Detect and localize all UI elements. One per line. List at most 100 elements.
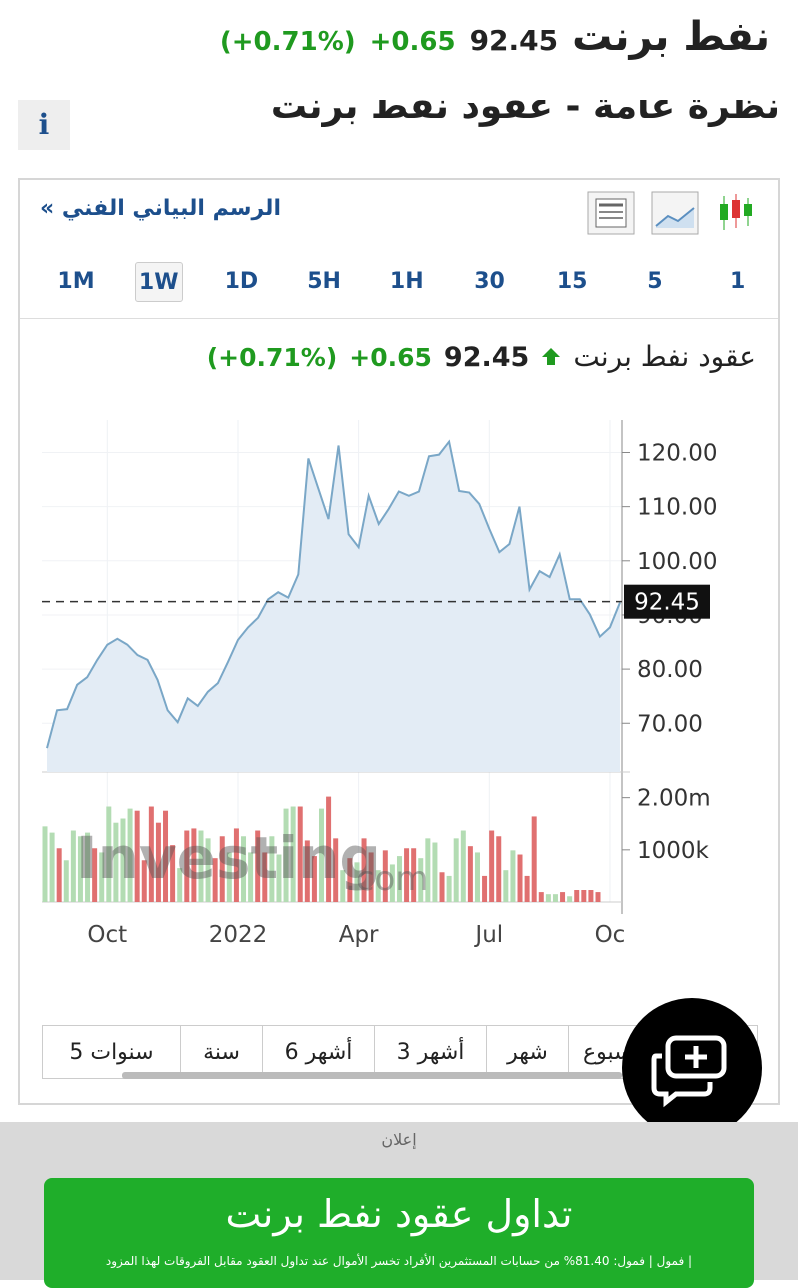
volume-bar <box>538 892 544 902</box>
volume-bar <box>163 810 169 902</box>
volume-bar <box>354 862 360 902</box>
volume-bar <box>70 830 76 902</box>
volume-bar <box>290 806 296 902</box>
volume-bar <box>219 836 225 902</box>
interval-button[interactable]: 1W <box>134 262 183 302</box>
volume-bar <box>446 875 452 902</box>
volume-bar <box>326 796 332 902</box>
ad-button-text: تداول عقود نفط برنت <box>225 1192 573 1236</box>
chat-button[interactable] <box>622 998 762 1138</box>
price: 92.45 <box>469 24 559 57</box>
period-button[interactable]: شهر <box>487 1026 569 1078</box>
volume-bar <box>77 836 83 902</box>
period-button[interactable]: 6 أشهر <box>263 1026 375 1078</box>
volume-bar <box>333 838 339 902</box>
table-icon[interactable] <box>587 191 635 235</box>
y-tick-label: 70.00 <box>637 711 703 737</box>
volume-bar <box>99 852 105 902</box>
volume-bar <box>510 850 516 902</box>
volume-bar <box>503 870 509 902</box>
change: +0.65 <box>369 27 456 57</box>
volume-bar <box>482 875 488 902</box>
header: نفط برنت 92.45 +0.65 (+0.71%) <box>220 14 770 60</box>
overview-title: نظرة عامة - عقود نفط برنت <box>270 100 780 127</box>
volume-bar <box>241 836 247 902</box>
volume-bar <box>311 856 317 902</box>
info-button[interactable]: i <box>18 100 70 150</box>
volume-bar <box>198 830 204 902</box>
volume-bar <box>304 840 310 902</box>
volume-bar <box>595 892 601 902</box>
y-tick-label: 120.00 <box>637 440 717 466</box>
volume-bar <box>574 890 580 902</box>
volume-bar <box>148 806 154 902</box>
watermark: Investing <box>76 824 381 892</box>
volume-bar <box>85 832 91 902</box>
line-icon[interactable] <box>651 191 699 235</box>
volume-bar <box>255 830 261 902</box>
volume-bar <box>212 858 218 902</box>
interval-button[interactable]: 1H <box>389 269 424 294</box>
volume-bar <box>432 842 438 902</box>
interval-button[interactable]: 1D <box>224 269 259 294</box>
volume-bar <box>276 854 282 902</box>
volume-bar <box>63 860 69 902</box>
volume-bar <box>361 838 367 902</box>
technical-link[interactable]: الرسم البياني الفني » <box>40 196 281 221</box>
x-tick-label: 2022 <box>209 922 268 948</box>
interval-button[interactable]: 1 <box>729 269 746 294</box>
volume-bar <box>411 848 417 902</box>
volume-bar <box>347 858 353 902</box>
period-button[interactable]: 5 سنوات <box>43 1026 181 1078</box>
chat-icon <box>651 1035 727 1108</box>
divider <box>20 318 778 319</box>
volume-bar <box>425 838 431 902</box>
volume-bar <box>439 872 445 902</box>
volume-bar <box>56 848 62 902</box>
interval-button[interactable]: 5H <box>307 269 341 294</box>
volume-bar <box>134 810 140 902</box>
y-tick-label: 2.00m <box>637 786 711 812</box>
chart-price: 92.45 <box>443 342 530 373</box>
ad-button[interactable]: تداول عقود نفط برنت | فمول | فمول: 81.40… <box>44 1178 754 1288</box>
volume-bar <box>233 828 239 902</box>
ad-disclaimer: | فمول | فمول: 81.40% من حسابات المستثمر… <box>105 1254 693 1268</box>
volume-bar <box>375 870 381 902</box>
line <box>46 439 621 749</box>
volume-bar <box>588 890 594 902</box>
ad-label: إعلان <box>381 1130 417 1149</box>
volume-bar <box>262 852 268 902</box>
chart-title: عقود نفط برنت <box>573 340 756 373</box>
interval-button[interactable]: 15 <box>556 269 588 294</box>
interval-button[interactable]: 30 <box>474 269 505 294</box>
volume-bar <box>545 894 551 902</box>
volume-bar <box>581 890 587 902</box>
period-button[interactable]: سنة <box>181 1026 263 1078</box>
up-arrow <box>542 348 561 365</box>
y-tick-label: 80.00 <box>637 657 703 683</box>
volume-bar <box>184 830 190 902</box>
volume-bar <box>404 848 410 902</box>
volume-bar <box>226 852 232 902</box>
volume-bar <box>297 806 303 902</box>
volume-bar <box>560 892 566 902</box>
volume-bar <box>567 896 573 902</box>
interval-button[interactable]: 1M <box>57 269 95 294</box>
volume-bar <box>42 826 48 902</box>
last-price-label: 92.45 <box>634 590 700 616</box>
volume-bar <box>205 838 211 902</box>
candle-icon[interactable] <box>720 194 752 230</box>
volume-bar <box>155 822 161 902</box>
volume-bar <box>49 832 55 902</box>
volume-bar <box>319 808 324 902</box>
interval-button[interactable]: 5 <box>647 269 663 294</box>
y-tick-label: 1000k <box>637 838 710 864</box>
volume-bar <box>496 836 502 902</box>
volume-bar <box>340 870 346 902</box>
volume-bar <box>92 848 98 902</box>
widget-frame <box>18 178 780 1105</box>
period-button[interactable]: 3 أشهر <box>375 1026 487 1078</box>
volume-bar <box>248 852 254 902</box>
volume-bar <box>368 852 374 902</box>
